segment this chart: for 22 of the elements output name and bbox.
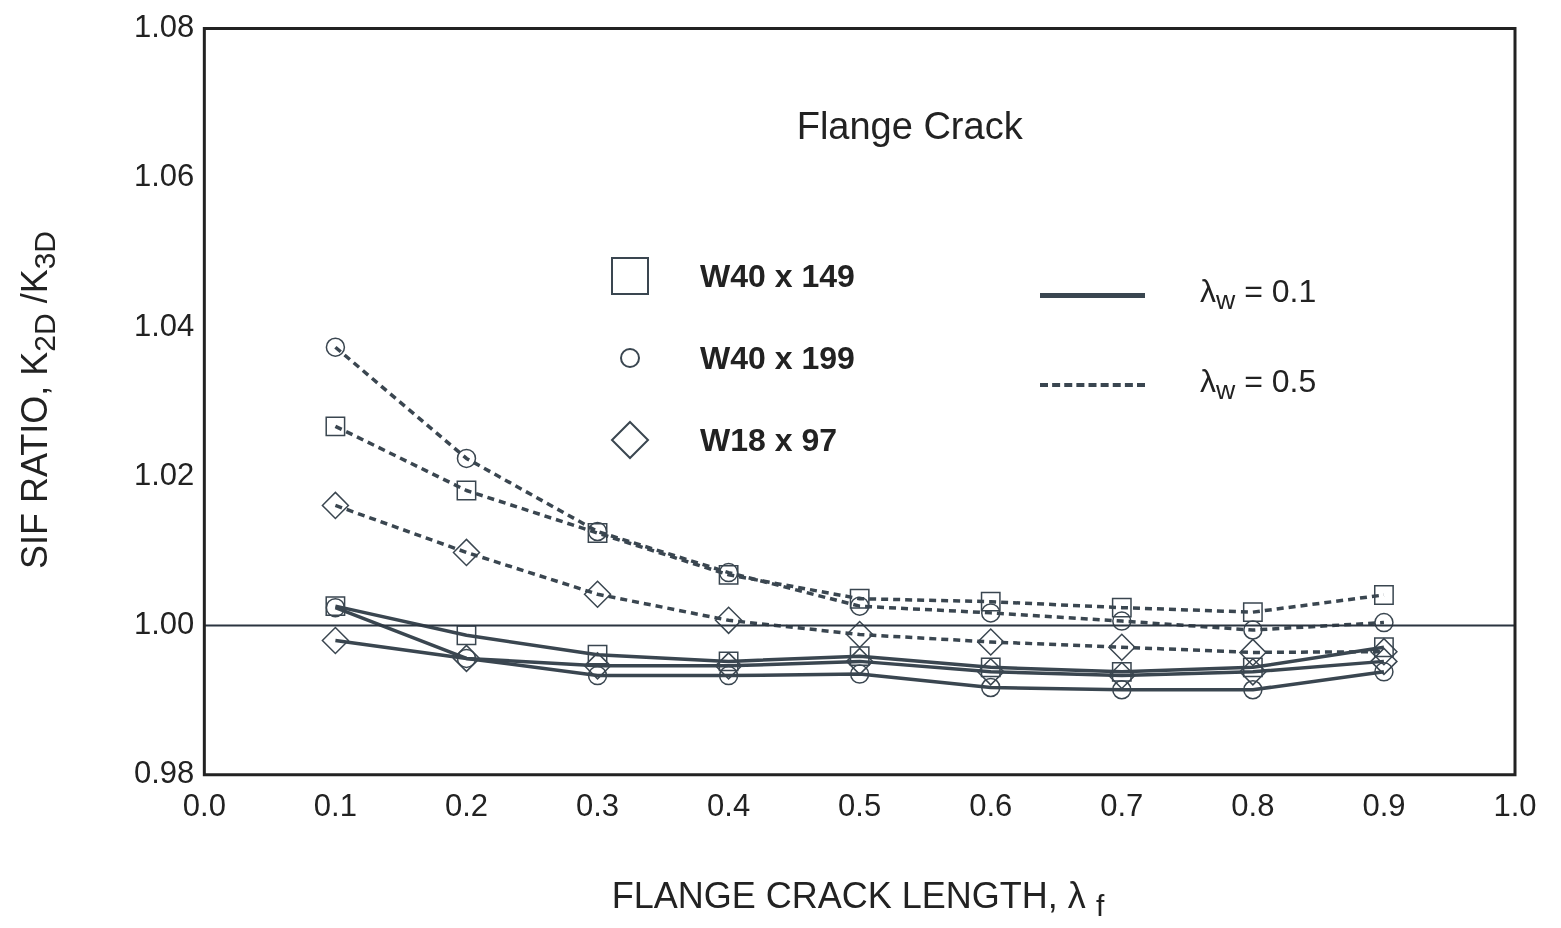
x-tick-label: 0.5 bbox=[838, 787, 882, 823]
legend-label: W40 x 199 bbox=[700, 339, 855, 377]
y-tick-label: 1.02 bbox=[133, 456, 195, 492]
x-tick-label: 0.6 bbox=[969, 787, 1013, 823]
annotation: λ$_{w}$ = 0.5 bbox=[1200, 363, 1317, 407]
y-tick-label: 1.06 bbox=[133, 158, 195, 194]
y-tick-label: 1.00 bbox=[133, 606, 195, 642]
y-tick-label: 1.08 bbox=[133, 9, 195, 45]
x-tick-label: 1.0 bbox=[1493, 787, 1537, 823]
text: Flange Crack bbox=[796, 105, 1024, 148]
legend-label: W40 x 149 bbox=[700, 257, 855, 295]
legend-label: W18 x 97 bbox=[700, 421, 837, 459]
annotation: λ$_{w}$ = 0.1 bbox=[1200, 273, 1317, 317]
x-tick-label: 0.3 bbox=[575, 787, 620, 823]
x-tick-label: 0.2 bbox=[444, 787, 489, 823]
x-tick-label: 0.9 bbox=[1362, 787, 1406, 823]
x-axis-title: FLANGE CRACK LENGTH, λ $_{f}$ bbox=[611, 875, 1105, 924]
x-tick-label: 0.8 bbox=[1231, 787, 1275, 823]
x-tick-label: 0.7 bbox=[1100, 787, 1144, 823]
x-tick-label: 0.4 bbox=[707, 787, 751, 823]
x-tick-label: 0.1 bbox=[313, 787, 357, 823]
y-tick-label: 1.04 bbox=[133, 307, 195, 343]
